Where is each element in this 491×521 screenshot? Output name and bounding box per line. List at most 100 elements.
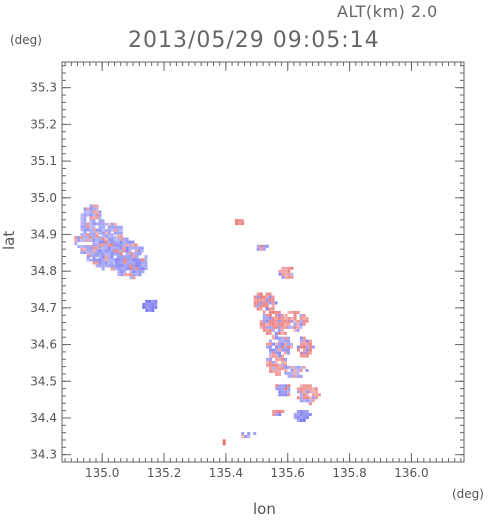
data-cell [278,342,281,346]
data-cell [308,351,312,355]
data-cell [148,305,152,309]
data-cell [278,366,281,370]
data-cell [290,374,294,378]
data-cell [284,275,288,279]
data-cell [128,240,132,244]
data-cell [128,246,132,250]
data-cell [281,339,284,343]
data-cell [299,316,303,320]
data-cell [293,365,297,369]
data-cell [287,322,291,326]
data-cell [74,239,78,243]
data-cell [299,336,303,340]
data-cell [92,225,96,229]
data-cell [107,255,111,259]
data-cell [296,419,300,422]
data-cell [80,225,84,229]
data-cell [104,228,108,232]
data-cell [278,357,281,361]
y-tick-label: 35.1 [30,154,57,168]
data-cell [299,368,303,372]
data-cell [256,247,260,251]
data-cell [89,210,93,214]
data-cell [80,228,84,232]
data-cell [268,319,272,323]
data-cell [274,313,278,317]
data-cell [287,371,291,375]
data-cell [86,252,90,256]
data-cell [145,308,149,312]
data-cell [74,242,78,246]
data-cell [269,363,272,367]
data-cell [269,354,272,358]
data-cell [280,316,284,320]
data-cell [107,258,111,262]
data-cell [293,416,297,419]
data-cell [122,240,126,244]
data-cell [101,249,105,253]
data-cell [92,236,96,240]
data-cell [281,360,284,364]
data-cell [98,213,102,217]
data-cell [293,368,297,372]
data-cell [110,222,114,226]
data-cell [89,246,93,250]
data-cell [104,240,108,244]
data-cell [280,313,284,317]
data-cell [80,236,84,240]
data-cell [265,301,269,305]
data-cell [302,316,306,320]
data-cell [138,267,142,271]
data-cell [278,384,282,388]
data-cell [281,345,284,349]
data-cell [144,258,148,262]
data-cell [132,252,136,256]
data-cell [302,348,306,352]
data-cell [293,374,297,378]
data-cell [317,393,321,397]
data-cell [284,348,287,352]
data-cell [302,365,306,369]
data-cell [299,322,303,326]
data-cell [265,292,269,296]
data-cell [89,219,93,223]
data-cell [110,267,114,271]
data-cell [98,240,102,244]
data-cell [95,243,99,247]
data-cell [89,216,93,220]
data-cell [244,435,248,438]
data-cell [302,336,306,340]
data-cell [271,322,275,326]
data-cell [308,413,312,416]
data-cell [113,252,117,256]
data-cell [119,225,123,229]
data-cell [92,207,96,211]
data-cell [308,384,312,388]
data-cell [113,249,117,253]
data-cell [145,302,149,306]
data-cell [277,319,281,323]
data-cell [151,308,155,312]
data-cell [95,222,99,226]
data-cell [129,270,133,274]
data-cell [89,252,93,256]
data-cell [138,264,142,268]
data-cell [137,246,141,250]
data-cell [296,368,300,372]
data-cell [122,249,126,253]
data-cell [114,264,118,268]
data-cell [110,234,114,238]
data-cell [117,273,121,277]
data-cell [89,207,93,211]
data-cell [281,354,284,358]
data-cell [281,366,284,370]
data-cell [123,264,127,268]
data-cell [92,210,96,214]
data-cell [259,298,263,302]
data-cell [119,234,123,238]
data-cell [138,252,142,256]
data-cell [302,319,306,323]
data-cell [107,237,111,241]
data-cell [122,237,126,241]
data-cell [119,231,123,235]
